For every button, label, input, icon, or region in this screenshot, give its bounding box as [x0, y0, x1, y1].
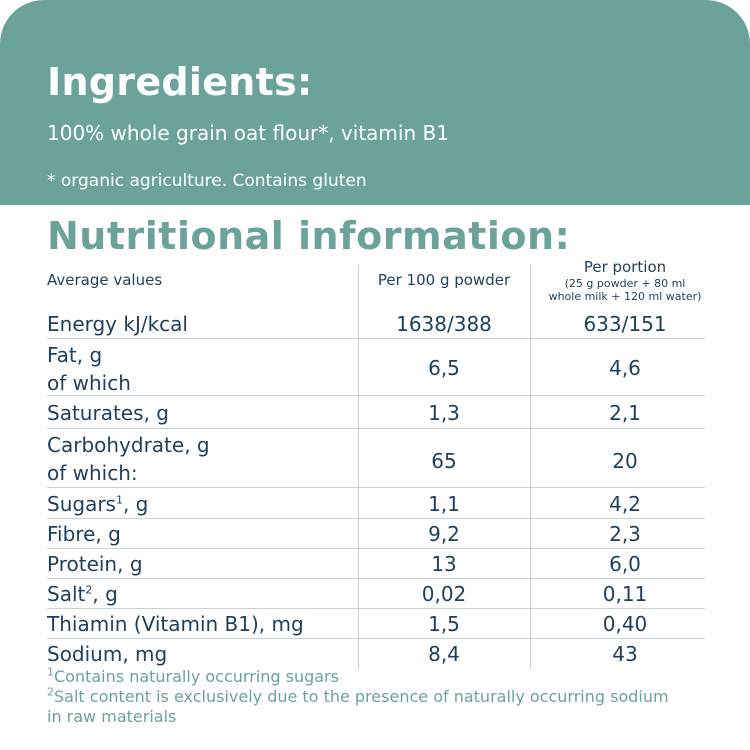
nutrition-panel	[0, 205, 750, 750]
row-divider	[47, 638, 705, 639]
header-per-100g: Per 100 g powder	[377, 271, 511, 289]
value-per100-thiamin: 1,5	[428, 612, 460, 636]
footnote-ref-2: 2	[85, 583, 93, 597]
ingredients-title: Ingredients:	[47, 60, 313, 104]
value-portion-fibre: 2,3	[609, 522, 641, 546]
value-portion-protein: 6,0	[609, 552, 641, 576]
value-portion-sugars: 4,2	[609, 492, 641, 516]
row-label-energy: Energy kJ/kcal	[47, 312, 188, 336]
nutrition-title: Nutritional information:	[47, 214, 571, 258]
row-label-fibre: Fibre, g	[47, 522, 121, 546]
row-label-salt: Salt2, g	[47, 582, 118, 606]
row-divider	[47, 518, 705, 519]
row-label-fat-sub: of which	[47, 371, 131, 395]
column-divider	[358, 265, 359, 670]
value-portion-carbohydrate: 20	[612, 449, 638, 473]
value-per100-saturates: 1,3	[428, 401, 460, 425]
row-divider	[47, 395, 705, 396]
row-label-protein: Protein, g	[47, 552, 143, 576]
value-per100-protein: 13	[431, 552, 457, 576]
row-divider	[47, 338, 705, 339]
row-divider	[47, 548, 705, 549]
footnote-1: 1Contains naturally occurring sugars	[47, 665, 339, 686]
header-portion-detail: whole milk + 120 ml water)	[548, 290, 702, 303]
ingredients-note: * organic agriculture. Contains gluten	[47, 171, 367, 191]
footnote-2-continued: in raw materials	[47, 707, 177, 726]
header-average-values: Average values	[47, 271, 163, 289]
ingredients-list: 100% whole grain oat flour*, vitamin B1	[47, 121, 449, 145]
footnote-ref-1: 1	[115, 493, 123, 507]
value-per100-fibre: 9,2	[428, 522, 460, 546]
ingredients-panel	[0, 0, 750, 205]
value-portion-saturates: 2,1	[609, 401, 641, 425]
footnote-2: 2Salt content is exclusively due to the …	[47, 685, 669, 706]
row-label-sugars: Sugars1, g	[47, 492, 149, 516]
row-label-fat: Fat, g	[47, 343, 103, 367]
column-divider	[530, 265, 531, 670]
row-divider	[47, 578, 705, 579]
header-portion-detail: (25 g powder + 80 ml	[564, 277, 686, 290]
value-portion-sodium: 43	[612, 642, 638, 666]
value-per100-sugars: 1,1	[428, 492, 460, 516]
value-per100-carbohydrate: 65	[431, 449, 457, 473]
value-portion-salt: 0,11	[602, 582, 648, 606]
row-label-carbohydrate-sub: of which:	[47, 461, 138, 485]
value-portion-thiamin: 0,40	[602, 612, 648, 636]
row-label-thiamin: Thiamin (Vitamin B1), mg	[47, 612, 304, 636]
header-per-portion: Per portion	[583, 258, 667, 276]
row-divider	[47, 487, 705, 488]
value-portion-energy: 633/151	[583, 312, 667, 336]
row-label-saturates: Saturates, g	[47, 401, 169, 425]
row-label-sodium: Sodium, mg	[47, 642, 168, 666]
row-label-carbohydrate: Carbohydrate, g	[47, 433, 210, 457]
value-per100-fat: 6,5	[428, 356, 460, 380]
value-portion-fat: 4,6	[609, 356, 641, 380]
row-divider	[47, 608, 705, 609]
value-per100-sodium: 8,4	[428, 642, 460, 666]
row-divider	[47, 428, 705, 429]
value-per100-salt: 0,02	[421, 582, 467, 606]
value-per100-energy: 1638/388	[396, 312, 492, 336]
